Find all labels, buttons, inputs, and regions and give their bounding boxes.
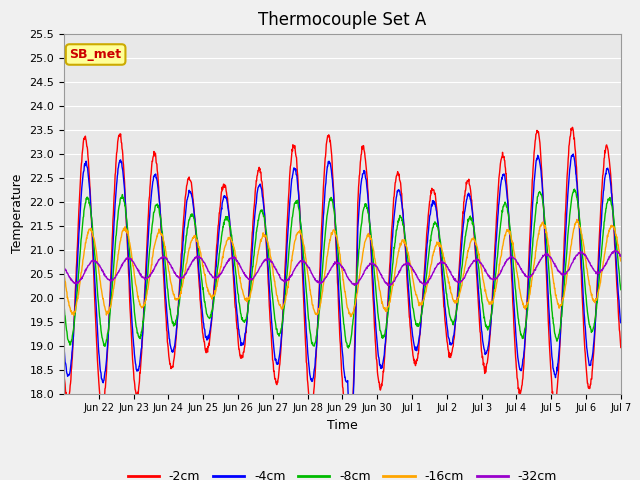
-16cm bbox=[328, 231, 335, 237]
-16cm bbox=[474, 248, 482, 254]
-2cm bbox=[569, 124, 577, 130]
-4cm bbox=[474, 281, 482, 287]
-16cm bbox=[617, 258, 625, 264]
-4cm bbox=[617, 320, 625, 325]
X-axis label: Time: Time bbox=[327, 419, 358, 432]
-16cm bbox=[573, 216, 580, 222]
Line: -2cm: -2cm bbox=[64, 127, 621, 435]
Line: -4cm: -4cm bbox=[64, 154, 621, 426]
-32cm bbox=[60, 264, 68, 270]
-8cm bbox=[344, 345, 352, 351]
-16cm bbox=[317, 297, 325, 302]
-2cm bbox=[60, 370, 68, 376]
Line: -32cm: -32cm bbox=[64, 251, 621, 286]
-16cm bbox=[60, 270, 68, 276]
-32cm bbox=[147, 271, 155, 277]
-4cm bbox=[317, 255, 325, 261]
-2cm bbox=[328, 153, 335, 158]
-8cm bbox=[147, 231, 155, 237]
-8cm bbox=[317, 284, 325, 289]
-32cm bbox=[385, 283, 392, 288]
-2cm bbox=[611, 232, 618, 238]
-16cm bbox=[147, 265, 155, 271]
-8cm bbox=[617, 287, 625, 292]
-2cm bbox=[317, 233, 325, 239]
-2cm bbox=[474, 291, 482, 297]
-8cm bbox=[570, 186, 578, 192]
-4cm bbox=[60, 344, 68, 349]
-2cm bbox=[346, 432, 354, 438]
-4cm bbox=[147, 195, 155, 201]
Legend: -2cm, -4cm, -8cm, -16cm, -32cm: -2cm, -4cm, -8cm, -16cm, -32cm bbox=[123, 465, 562, 480]
-4cm bbox=[328, 171, 335, 177]
-32cm bbox=[317, 281, 325, 287]
Line: -8cm: -8cm bbox=[64, 189, 621, 348]
-32cm bbox=[611, 248, 619, 253]
-32cm bbox=[617, 253, 625, 259]
-4cm bbox=[611, 228, 618, 234]
-16cm bbox=[611, 227, 618, 232]
Text: SB_met: SB_met bbox=[70, 48, 122, 61]
-16cm bbox=[347, 314, 355, 320]
-8cm bbox=[611, 221, 618, 227]
-4cm bbox=[347, 423, 355, 429]
-16cm bbox=[556, 303, 563, 309]
Y-axis label: Temperature: Temperature bbox=[11, 174, 24, 253]
-8cm bbox=[474, 260, 482, 265]
-32cm bbox=[610, 248, 618, 254]
Title: Thermocouple Set A: Thermocouple Set A bbox=[259, 11, 426, 29]
-8cm bbox=[328, 197, 335, 203]
-4cm bbox=[570, 151, 577, 157]
Line: -16cm: -16cm bbox=[64, 219, 621, 317]
-32cm bbox=[328, 264, 335, 270]
-2cm bbox=[556, 350, 563, 356]
-8cm bbox=[556, 329, 563, 335]
-8cm bbox=[60, 303, 68, 309]
-32cm bbox=[474, 258, 482, 264]
-2cm bbox=[617, 345, 625, 350]
-32cm bbox=[556, 268, 563, 274]
-2cm bbox=[147, 171, 155, 177]
-4cm bbox=[556, 344, 563, 349]
